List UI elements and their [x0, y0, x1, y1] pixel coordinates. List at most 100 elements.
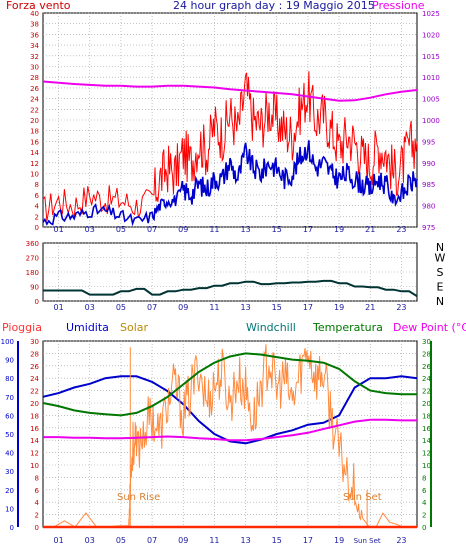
y-right-tick-temp-8: 16 [422, 425, 431, 433]
y-inner-tick-3: 6 [35, 487, 40, 495]
x-tick-label-1-1: 03 [85, 303, 95, 312]
y-right-tick-temp-0: 0 [422, 524, 426, 532]
x-tick-label-2-7: 15 [272, 536, 282, 545]
compass-label-2: S [437, 266, 444, 279]
y-right-tick-temp-11: 22 [422, 388, 431, 396]
y-left-tick-main-7: 14 [30, 149, 39, 157]
y-left-tick-main-4: 8 [35, 181, 39, 189]
chart-title: 24 hour graph day : 19 Maggio 2015 [173, 0, 375, 12]
y-inner-tick-2: 4 [35, 499, 40, 507]
series-direction [43, 279, 418, 298]
series-dewpoint [43, 418, 417, 442]
x-tick-label-1-10: 21 [365, 303, 375, 312]
y-left-tick-main-5: 10 [30, 171, 39, 179]
y-outer-tick-6: 60 [5, 412, 14, 420]
y-inner-tick-5: 10 [30, 462, 39, 470]
x-tick-label-2-9: 19 [334, 536, 344, 545]
y-inner-tick-14: 28 [30, 350, 39, 358]
y-outer-tick-5: 50 [5, 431, 14, 439]
legend-solar: Solar [120, 321, 149, 334]
x-tick-label-2-8: 17 [303, 536, 313, 545]
y-right-tick-main-8: 1015 [422, 53, 440, 61]
series-pressure [42, 80, 418, 102]
sunset-annotation: Sun Set [343, 492, 382, 503]
y-inner-tick-7: 14 [30, 437, 39, 445]
y-right-tick-main-3: 990 [422, 160, 435, 168]
y-outer-tick-8: 80 [5, 375, 14, 383]
y-right-tick-temp-13: 26 [422, 363, 431, 371]
legend-temperature: Temperatura [312, 321, 383, 334]
x-tick-label-0-4: 09 [178, 225, 188, 234]
y-inner-tick-4: 8 [35, 474, 39, 482]
y-left-tick-main-14: 28 [30, 74, 39, 82]
x-tick-label-0-0: 01 [53, 225, 63, 234]
x-tick-label-0-3: 07 [147, 225, 157, 234]
x-tick-label-2-11: 23 [396, 536, 406, 545]
y-left-tick-main-10: 20 [30, 117, 39, 125]
y-right-tick-temp-9: 18 [422, 412, 431, 420]
y-outer-tick-7: 70 [5, 394, 14, 402]
series-solar [43, 344, 417, 528]
y-left-tick-main-16: 32 [30, 53, 39, 61]
x-tick-label-1-5: 11 [209, 303, 219, 312]
y-outer-tick-4: 40 [5, 450, 14, 458]
y-outer-tick-9: 90 [5, 357, 14, 365]
x-tick-label-1-0: 01 [53, 303, 63, 312]
y-right-tick-temp-6: 12 [422, 450, 431, 458]
x-tick-label-1-11: 23 [396, 303, 406, 312]
y-outer-tick-1: 10 [5, 505, 14, 513]
y-right-tick-main-4: 995 [422, 138, 435, 146]
x-tick-label-1-8: 17 [303, 303, 313, 312]
y-inner-tick-0: 0 [35, 524, 39, 532]
y-inner-tick-11: 22 [30, 388, 39, 396]
y-right-tick-main-2: 985 [422, 181, 435, 189]
x-tick-label-0-2: 05 [116, 225, 126, 234]
series-gust [42, 140, 418, 227]
x-tick-label-2-4: 09 [178, 536, 188, 545]
y-inner-tick-8: 16 [30, 425, 39, 433]
y-left-tick-dir-0: 0 [35, 298, 39, 306]
y-left-tick-main-0: 0 [35, 224, 39, 232]
series-humidity [42, 375, 418, 445]
y-right-tick-main-1: 980 [422, 203, 435, 211]
compass-label-1: W [435, 252, 446, 265]
y-left-tick-dir-2: 180 [26, 269, 39, 277]
legend-humidity: Umidita [66, 321, 109, 334]
tick-layer: 01 03 05 07 09 11 13 15 17 19 21 23 01 03 05 07 09 11 13 15… [1, 10, 440, 545]
compass-label-0: N [436, 241, 444, 254]
y-left-tick-main-6: 12 [30, 160, 39, 168]
x-tick-label-1-6: 13 [240, 303, 250, 312]
y-right-tick-main-7: 1010 [422, 74, 440, 82]
x-tick-label-0-5: 11 [209, 225, 219, 234]
legend-rain: Pioggia [2, 321, 42, 334]
y-left-tick-main-3: 6 [35, 192, 40, 200]
y-inner-tick-13: 26 [30, 363, 39, 371]
y-inner-tick-12: 24 [30, 375, 39, 383]
y-right-tick-temp-2: 4 [422, 499, 427, 507]
x-tick-label-0-11: 23 [396, 225, 406, 234]
x-tick-label-2-3: 07 [147, 536, 157, 545]
y-left-tick-main-12: 24 [30, 96, 39, 104]
series-layer [42, 71, 418, 529]
y-right-tick-temp-7: 14 [422, 437, 431, 445]
y-left-tick-dir-4: 360 [26, 240, 39, 248]
x-tick-label-2-5: 11 [209, 536, 219, 545]
compass-label-3: E [437, 281, 444, 294]
y-left-tick-main-2: 4 [35, 203, 40, 211]
y-left-tick-main-17: 34 [30, 42, 39, 50]
y-right-tick-main-5: 1000 [422, 117, 440, 125]
legend-dewpoint: Dew Point (°C) [393, 321, 466, 334]
y-right-tick-main-6: 1005 [422, 96, 440, 104]
y-right-tick-temp-12: 24 [422, 375, 431, 383]
y-outer-tick-2: 20 [5, 487, 14, 495]
y-right-tick-temp-10: 20 [422, 400, 431, 408]
x-tick-label-0-9: 19 [334, 225, 344, 234]
x-tick-label-2-2: 05 [116, 536, 126, 545]
y-right-tick-main-10: 1025 [422, 10, 440, 18]
right-axis-title: Pressione [372, 0, 425, 12]
y-left-tick-main-11: 22 [30, 106, 39, 114]
y-right-tick-temp-5: 10 [422, 462, 431, 470]
x-tick-label-2-6: 13 [240, 536, 250, 545]
x-tick-label-1-7: 15 [272, 303, 282, 312]
